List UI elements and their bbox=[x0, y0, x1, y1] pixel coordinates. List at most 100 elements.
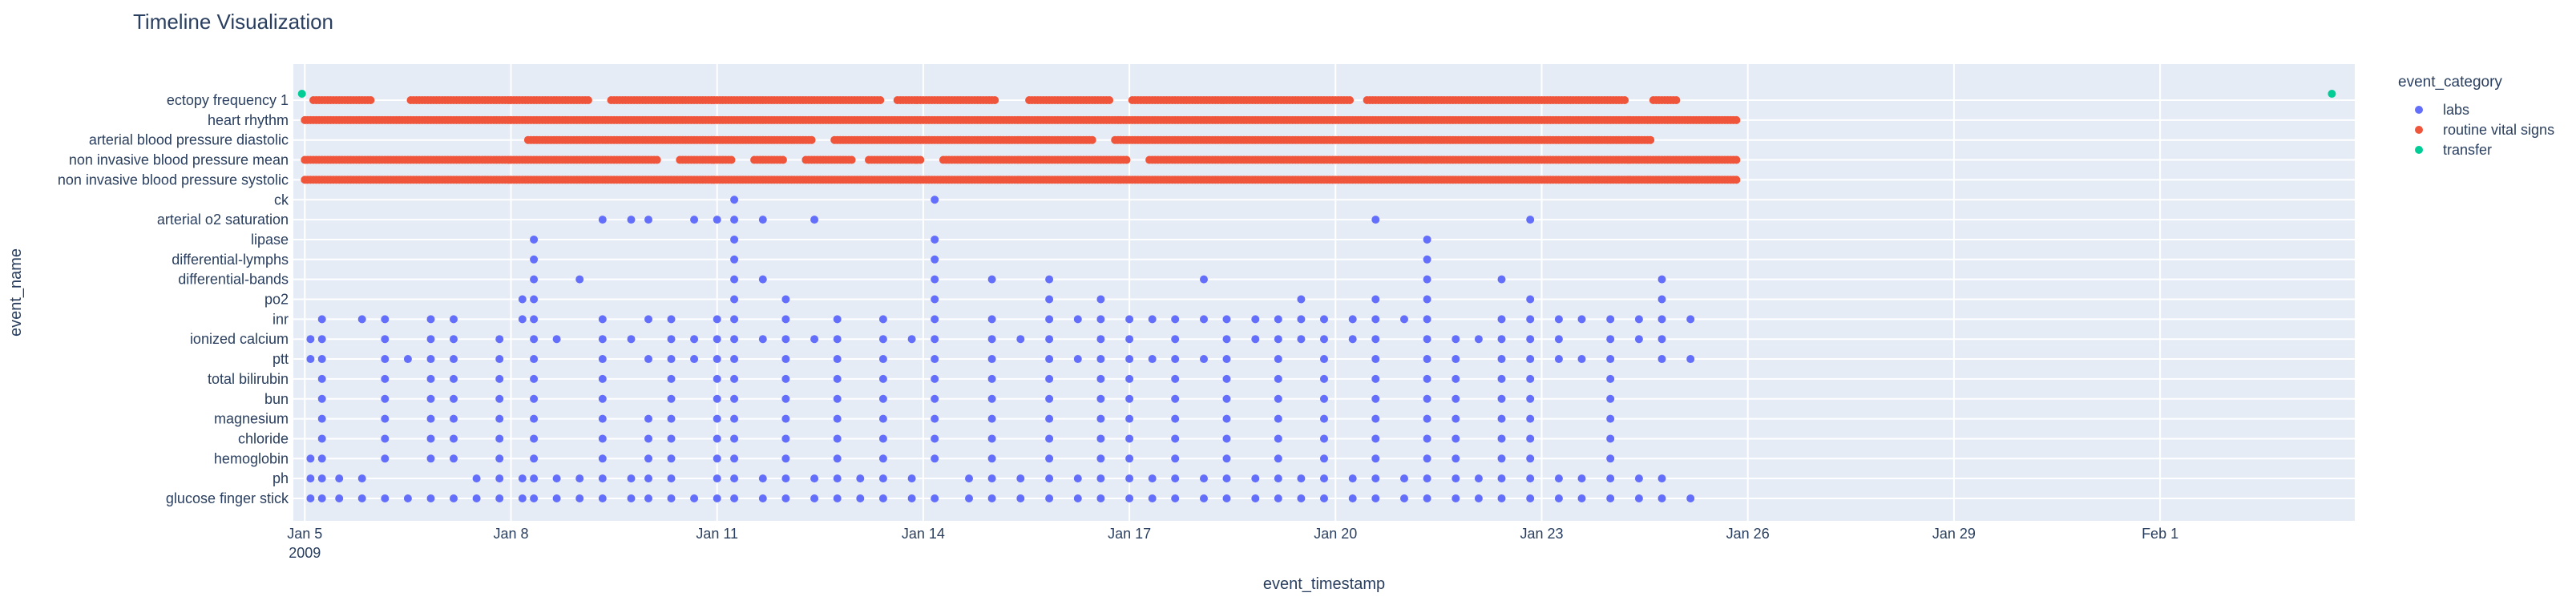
lab-point bbox=[1686, 494, 1695, 502]
lab-point bbox=[306, 494, 315, 502]
lab-point bbox=[690, 335, 699, 344]
vital-sign-point bbox=[1732, 175, 1741, 184]
y-tick-label: lipase bbox=[251, 232, 289, 248]
lab-point bbox=[552, 494, 561, 502]
vital-sign-point bbox=[1672, 96, 1681, 104]
lab-point bbox=[690, 494, 699, 502]
lab-point bbox=[758, 494, 767, 502]
lab-point bbox=[495, 474, 504, 483]
legend-marker bbox=[2415, 126, 2423, 134]
lab-point bbox=[1148, 355, 1157, 364]
lab-point bbox=[495, 494, 504, 502]
lab-point bbox=[1222, 374, 1231, 383]
lab-point bbox=[1096, 414, 1105, 423]
vital-sign-point bbox=[583, 96, 592, 104]
lab-point bbox=[833, 315, 842, 324]
x-axis-label: event_timestamp bbox=[1263, 575, 1385, 593]
lab-point bbox=[730, 355, 739, 364]
lab-point bbox=[426, 414, 435, 423]
lab-point bbox=[781, 474, 790, 483]
lab-point bbox=[1125, 355, 1134, 364]
lab-point bbox=[518, 315, 527, 324]
lab-point bbox=[518, 474, 527, 483]
y-tick-label: glucose finger stick bbox=[166, 490, 289, 506]
lab-point bbox=[1251, 494, 1260, 502]
lab-point bbox=[1045, 355, 1054, 364]
lab-point bbox=[1222, 474, 1231, 483]
lab-point bbox=[713, 394, 721, 403]
lab-point bbox=[1045, 454, 1054, 463]
lab-point bbox=[1577, 474, 1586, 483]
lab-point bbox=[1371, 494, 1380, 502]
legend: event_category labs routine vital signs tr… bbox=[2398, 74, 2554, 158]
legend-entry-label[interactable]: routine vital signs bbox=[2443, 122, 2554, 138]
lab-point bbox=[1526, 454, 1535, 463]
lab-point bbox=[1371, 474, 1380, 483]
lab-point bbox=[1297, 335, 1306, 344]
lab-point bbox=[1526, 315, 1535, 324]
lab-point bbox=[781, 434, 790, 443]
lab-point bbox=[1222, 454, 1231, 463]
lab-point bbox=[317, 335, 326, 344]
lab-point bbox=[987, 315, 996, 324]
lab-point bbox=[1320, 374, 1328, 383]
lab-point bbox=[530, 414, 539, 423]
lab-point bbox=[931, 355, 939, 364]
x-tick-label: Jan 20 bbox=[1314, 526, 1357, 542]
lab-point bbox=[306, 474, 315, 483]
lab-point bbox=[1423, 315, 1431, 324]
lab-point bbox=[1096, 355, 1105, 364]
lab-point bbox=[1125, 434, 1134, 443]
lab-point bbox=[1096, 335, 1105, 344]
lab-point bbox=[1125, 414, 1134, 423]
lab-point bbox=[987, 454, 996, 463]
lab-point bbox=[758, 335, 767, 344]
lab-point bbox=[1297, 494, 1306, 502]
lab-point bbox=[931, 295, 939, 304]
lab-point bbox=[450, 454, 458, 463]
lab-point bbox=[1222, 335, 1231, 344]
lab-point bbox=[317, 454, 326, 463]
lab-point bbox=[1606, 414, 1615, 423]
lab-point bbox=[1096, 374, 1105, 383]
lab-point bbox=[1400, 474, 1408, 483]
lab-point bbox=[1274, 474, 1282, 483]
lab-point bbox=[1320, 315, 1328, 324]
lab-point bbox=[317, 494, 326, 502]
lab-point bbox=[357, 494, 366, 502]
lab-point bbox=[781, 494, 790, 502]
lab-point bbox=[987, 374, 996, 383]
vital-sign-point bbox=[1088, 135, 1096, 144]
lab-point bbox=[713, 454, 721, 463]
legend-entry-label[interactable]: transfer bbox=[2443, 142, 2492, 158]
lab-point bbox=[987, 275, 996, 284]
lab-point bbox=[878, 315, 887, 324]
lab-point bbox=[781, 394, 790, 403]
lab-point bbox=[1634, 335, 1643, 344]
lab-point bbox=[1200, 275, 1208, 284]
vital-sign-point bbox=[727, 155, 736, 164]
lab-point bbox=[426, 454, 435, 463]
lab-point bbox=[403, 494, 412, 502]
lab-point bbox=[403, 355, 412, 364]
lab-point bbox=[472, 474, 481, 483]
lab-point bbox=[530, 374, 539, 383]
lab-point bbox=[426, 355, 435, 364]
lab-point bbox=[878, 454, 887, 463]
lab-point bbox=[965, 494, 973, 502]
lab-point bbox=[667, 394, 676, 403]
lab-point bbox=[381, 394, 390, 403]
lab-point bbox=[1320, 355, 1328, 364]
lab-point bbox=[1474, 474, 1483, 483]
y-tick-label: inr bbox=[273, 311, 289, 327]
lab-point bbox=[1045, 295, 1054, 304]
lab-point bbox=[530, 394, 539, 403]
lab-point bbox=[1423, 374, 1431, 383]
lab-point bbox=[495, 414, 504, 423]
vital-sign-point bbox=[807, 135, 816, 144]
legend-entry-label[interactable]: labs bbox=[2443, 102, 2469, 118]
lab-point bbox=[730, 275, 739, 284]
lab-point bbox=[598, 374, 607, 383]
y-tick-label: bun bbox=[264, 391, 289, 407]
